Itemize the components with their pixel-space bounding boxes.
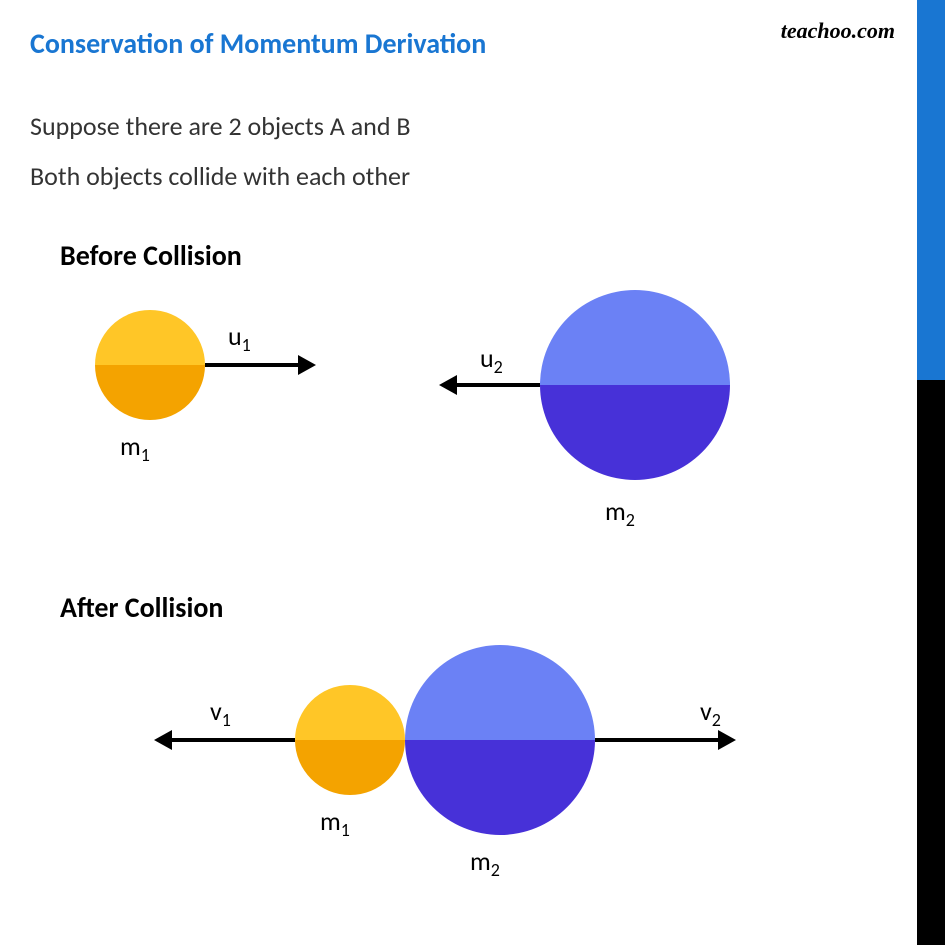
section-before-title: Before Collision: [60, 238, 242, 273]
arrow-v1: [170, 738, 295, 742]
label-v1: v1: [210, 695, 231, 731]
label-v2: v2: [700, 695, 721, 731]
arrow-v2: [595, 738, 720, 742]
arrow-u1: [205, 363, 300, 367]
label-m2-after: m2: [470, 845, 500, 881]
sidebar-accent-bottom: [917, 380, 945, 945]
sidebar-accent-top: [917, 0, 945, 380]
diagram-after-collision: v1 m1 v2 m2: [0, 640, 900, 920]
label-m1-before: m1: [120, 430, 150, 466]
diagram-before-collision: u1 m1 u2 m2: [0, 290, 900, 570]
page-title: Conservation of Momentum Derivation: [30, 26, 486, 61]
intro-line-1: Suppose there are 2 objects A and B: [30, 110, 411, 142]
ball-b-after: [405, 645, 595, 835]
ball-b-before: [540, 290, 730, 480]
label-m2-before: m2: [605, 495, 635, 531]
section-after-title: After Collision: [60, 590, 223, 625]
label-u2: u2: [480, 342, 503, 378]
label-m1-after: m1: [320, 805, 350, 841]
brand-logo: teachoo.com: [781, 18, 895, 44]
ball-a-after: [295, 685, 405, 795]
intro-line-2: Both objects collide with each other: [30, 160, 410, 192]
arrow-u2: [455, 383, 540, 387]
label-u1: u1: [228, 320, 251, 356]
ball-a-before: [95, 310, 205, 420]
